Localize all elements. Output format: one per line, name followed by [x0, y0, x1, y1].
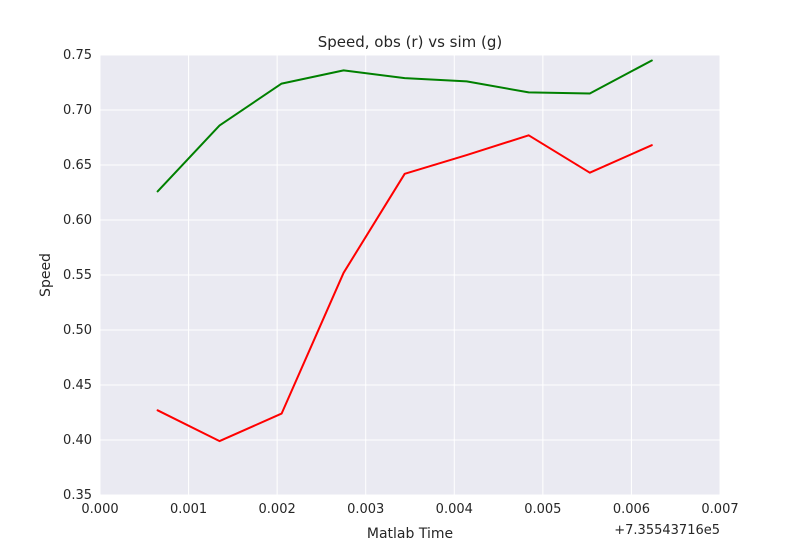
series-line-obs-red [156, 134, 653, 443]
x-axis-label: Matlab Time [367, 526, 453, 542]
y-tick-label: 0.40 [63, 433, 92, 448]
y-axis-label: Speed [38, 253, 54, 297]
y-tick-label: 0.65 [63, 158, 92, 173]
series-layer [156, 59, 653, 443]
x-tick-label: 0.005 [524, 502, 561, 517]
x-tick-label: 0.006 [613, 502, 650, 517]
chart-title: Speed, obs (r) vs sim (g) [318, 33, 503, 51]
y-tick-label: 0.55 [63, 268, 92, 283]
grid [99, 54, 721, 496]
y-tick-label: 0.60 [63, 213, 92, 228]
x-tick-label: 0.003 [347, 502, 384, 517]
y-tick-label: 0.45 [63, 378, 92, 393]
y-tick-label: 0.35 [63, 488, 92, 503]
x-tick-label: 0.007 [701, 502, 738, 517]
x-axis-offset-label: +7.35543716e5 [614, 523, 720, 538]
y-tick-label: 0.50 [63, 323, 92, 338]
x-tick-label: 0.002 [259, 502, 296, 517]
series-line-sim-green [156, 59, 653, 193]
tick-labels: 0.000 0.001 0.002 0.003 0.004 0.005 0.006 0.007… [63, 48, 739, 517]
x-tick-label: 0.001 [170, 502, 207, 517]
x-tick-label: 0.000 [81, 502, 118, 517]
y-tick-label: 0.75 [63, 48, 92, 63]
x-tick-label: 0.004 [436, 502, 473, 517]
y-tick-label: 0.70 [63, 103, 92, 118]
